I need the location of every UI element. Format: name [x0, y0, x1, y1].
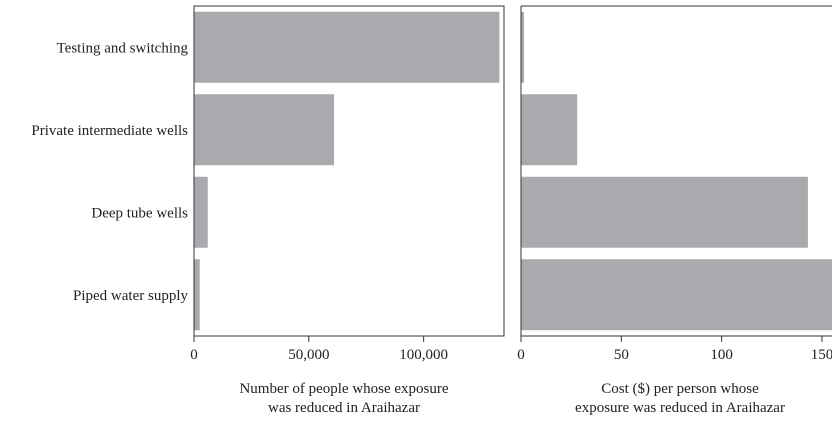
bar: [521, 11, 525, 83]
bar: [521, 176, 808, 248]
bars: [194, 11, 500, 331]
category-label: Private intermediate wells: [31, 123, 188, 139]
bars: [521, 11, 832, 331]
bar: [194, 94, 335, 166]
x-axis-title: exposure was reduced in Araihazar: [575, 400, 785, 416]
x-tick-label: 100: [710, 347, 733, 363]
panel-people-reached: 0 50,000 100,000 Number of people whose exp…: [190, 5, 505, 416]
x-tick-label: 150: [811, 347, 832, 363]
bar: [194, 259, 200, 331]
panel-cost-per-person: 0 50 100 150 Cost ($) per person whose exposu…: [517, 5, 832, 416]
x-tick-label: 50,000: [288, 347, 329, 363]
x-axis-title: was reduced in Araihazar: [268, 400, 420, 416]
x-tick-label: 0: [190, 347, 198, 363]
bar: [194, 176, 208, 248]
axis-frame: [193, 5, 505, 337]
category-labels: Testing and switching Private intermediat…: [31, 40, 188, 304]
x-tick-label: 0: [517, 347, 525, 363]
bar: [194, 11, 500, 83]
category-label: Deep tube wells: [91, 205, 188, 221]
x-tick-label: 100,000: [399, 347, 448, 363]
x-tick-label: 50: [614, 347, 629, 363]
x-axis-title: Number of people whose exposure: [239, 381, 448, 397]
category-label: Piped water supply: [73, 288, 188, 304]
category-label: Testing and switching: [57, 40, 189, 56]
x-axis-title: Cost ($) per person whose: [601, 381, 759, 397]
bar: [521, 94, 578, 166]
bar: [521, 259, 832, 331]
